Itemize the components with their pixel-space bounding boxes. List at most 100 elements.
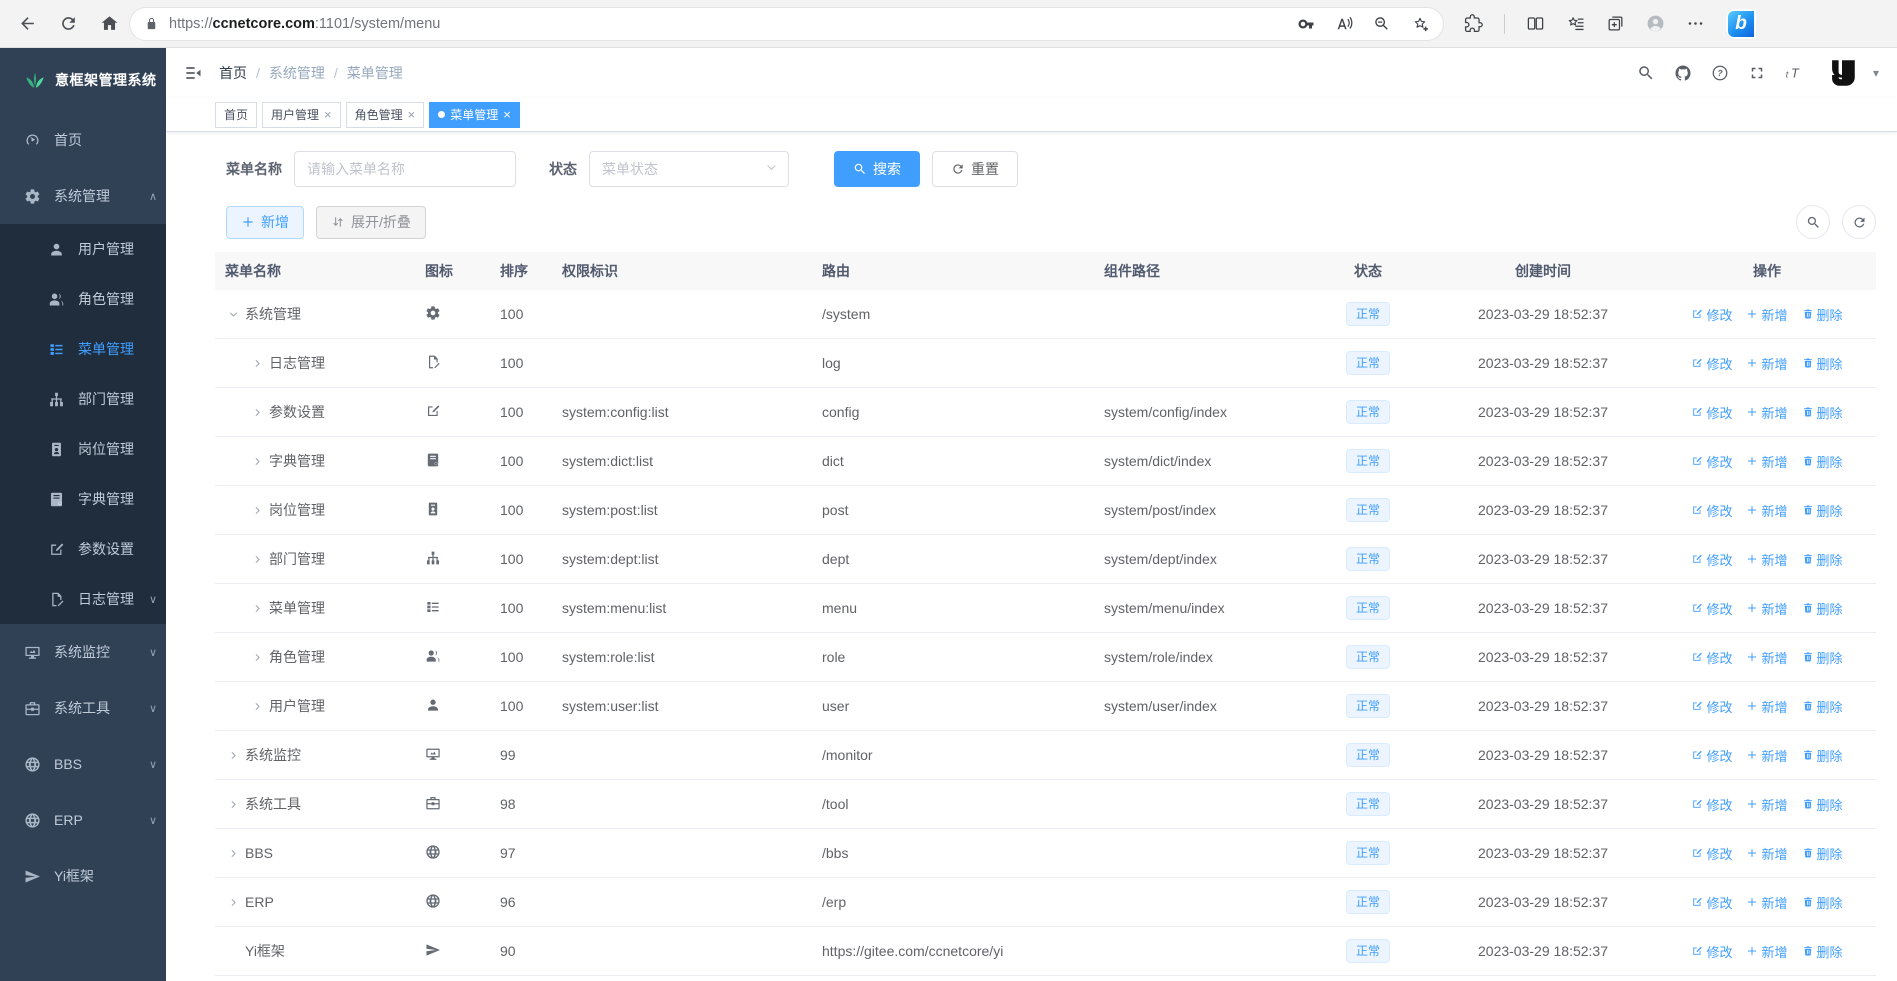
delete-link[interactable]: 删除 [1802,599,1843,618]
breadcrumb-item[interactable]: 菜单管理 [346,65,403,81]
bing-copilot-icon[interactable]: b [1726,8,1756,39]
edit-link[interactable]: 修改 [1691,795,1732,814]
edit-link[interactable]: 修改 [1691,501,1732,520]
zoom-out-icon[interactable] [1373,15,1391,33]
sidebar-collapse-icon[interactable] [183,63,203,83]
menu-name-input[interactable] [294,151,516,187]
status-select[interactable]: 菜单状态 [589,151,789,187]
add-link[interactable]: 新增 [1746,354,1788,373]
read-aloud-icon[interactable] [1335,15,1353,33]
row-expand-icon[interactable] [249,502,265,518]
edit-link[interactable]: 修改 [1691,452,1732,471]
toggle-search-button[interactable] [1796,205,1830,239]
breadcrumb-item[interactable]: 首页 [219,65,247,81]
refresh-icon[interactable] [59,14,78,33]
delete-link[interactable]: 删除 [1802,403,1843,422]
collections-icon[interactable] [1606,14,1625,33]
add-link[interactable]: 新增 [1746,893,1788,912]
row-expand-icon[interactable] [249,453,265,469]
delete-link[interactable]: 删除 [1802,893,1843,912]
lock-icon[interactable] [144,16,159,31]
help-icon[interactable]: ? [1711,64,1729,82]
sidebar-item-4[interactable]: 菜单管理 [0,324,166,374]
row-expand-icon[interactable] [225,306,241,322]
tag-首页[interactable]: 首页 [215,101,258,128]
sidebar-item-13[interactable]: ERP ∨ [0,792,166,848]
sidebar-item-10[interactable]: 系统监控 ∨ [0,624,166,680]
edit-link[interactable]: 修改 [1691,403,1732,422]
row-expand-icon[interactable] [225,845,241,861]
delete-link[interactable]: 删除 [1802,501,1843,520]
row-expand-icon[interactable] [249,551,265,567]
profile-avatar-icon[interactable] [1646,14,1665,33]
sidebar-item-11[interactable]: 系统工具 ∨ [0,680,166,736]
close-icon[interactable]: × [407,107,416,122]
avatar[interactable] [1821,53,1862,93]
add-link[interactable]: 新增 [1746,648,1788,667]
add-button[interactable]: 新增 [226,205,304,239]
add-favorite-icon[interactable] [1411,15,1429,33]
tag-菜单管理[interactable]: 菜单管理 × [429,101,520,128]
add-link[interactable]: 新增 [1746,501,1788,520]
expand-collapse-button[interactable]: 展开/折叠 [316,205,426,239]
add-link[interactable]: 新增 [1746,942,1788,961]
sidebar-item-8[interactable]: 参数设置 [0,524,166,574]
delete-link[interactable]: 删除 [1802,305,1843,324]
sidebar-item-1[interactable]: 系统管理 ∧ [0,168,166,224]
more-icon[interactable] [1686,14,1705,33]
dropdown-caret-icon[interactable]: ▾ [1872,66,1879,80]
add-link[interactable]: 新增 [1746,599,1788,618]
edit-link[interactable]: 修改 [1691,844,1732,863]
sidebar-item-6[interactable]: 岗位管理 [0,424,166,474]
reset-button[interactable]: 重置 [932,151,1018,187]
edit-link[interactable]: 修改 [1691,746,1732,765]
row-expand-icon[interactable] [249,600,265,616]
delete-link[interactable]: 删除 [1802,942,1843,961]
breadcrumb-item[interactable]: 系统管理 [268,65,325,81]
address-bar[interactable]: https://ccnetcore.com:1101/system/menu [129,6,1444,41]
sidebar-item-14[interactable]: Yi框架 [0,848,166,904]
sidebar-item-3[interactable]: 角色管理 [0,274,166,324]
add-link[interactable]: 新增 [1746,452,1788,471]
github-icon[interactable] [1674,64,1692,82]
home-icon[interactable] [100,14,119,33]
back-icon[interactable] [18,14,37,33]
add-link[interactable]: 新增 [1746,844,1788,863]
edit-link[interactable]: 修改 [1691,942,1732,961]
refresh-table-button[interactable] [1842,205,1876,239]
edit-link[interactable]: 修改 [1691,305,1732,324]
row-expand-icon[interactable] [249,355,265,371]
edit-link[interactable]: 修改 [1691,893,1732,912]
delete-link[interactable]: 删除 [1802,795,1843,814]
row-expand-icon[interactable] [225,796,241,812]
edit-link[interactable]: 修改 [1691,550,1732,569]
tag-用户管理[interactable]: 用户管理 × [262,101,341,128]
edit-link[interactable]: 修改 [1691,354,1732,373]
row-expand-icon[interactable] [249,649,265,665]
add-link[interactable]: 新增 [1746,795,1788,814]
delete-link[interactable]: 删除 [1802,452,1843,471]
sidebar-item-7[interactable]: 字典管理 [0,474,166,524]
url-text[interactable]: https://ccnetcore.com:1101/system/menu [169,15,441,32]
search-icon[interactable] [1637,64,1655,82]
row-expand-icon[interactable] [249,698,265,714]
add-link[interactable]: 新增 [1746,403,1788,422]
split-screen-icon[interactable] [1526,14,1545,33]
edit-link[interactable]: 修改 [1691,599,1732,618]
delete-link[interactable]: 删除 [1802,354,1843,373]
extensions-icon[interactable] [1464,14,1483,33]
edit-link[interactable]: 修改 [1691,697,1732,716]
sidebar-item-2[interactable]: 用户管理 [0,224,166,274]
sidebar-item-0[interactable]: 首页 [0,112,166,168]
close-icon[interactable]: × [503,107,511,122]
row-expand-icon[interactable] [249,404,265,420]
favorites-icon[interactable] [1566,14,1585,33]
row-expand-icon[interactable] [225,894,241,910]
delete-link[interactable]: 删除 [1802,844,1843,863]
add-link[interactable]: 新增 [1746,697,1788,716]
row-expand-icon[interactable] [225,747,241,763]
fullscreen-icon[interactable] [1748,64,1766,82]
delete-link[interactable]: 删除 [1802,697,1843,716]
tag-角色管理[interactable]: 角色管理 × [345,101,425,128]
